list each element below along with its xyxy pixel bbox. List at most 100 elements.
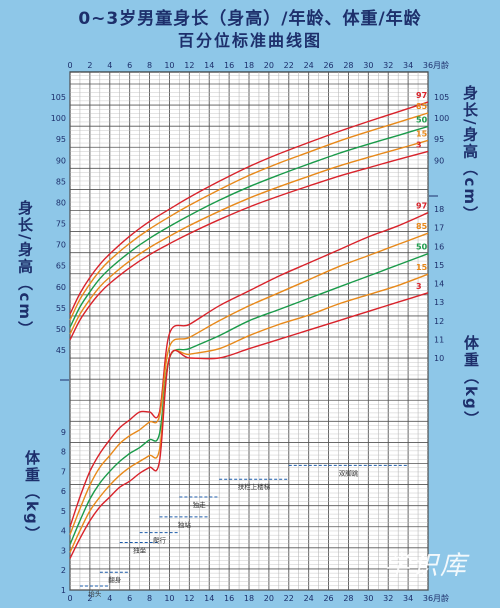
x-tick-label-top: 8 bbox=[147, 61, 152, 70]
left-height-axis-label: 身长/身高（cm） bbox=[16, 200, 34, 338]
height-tick-left: 70 bbox=[56, 241, 66, 250]
x-tick-label-top: 24 bbox=[304, 61, 314, 70]
height-curve-p15 bbox=[69, 139, 429, 335]
weight-tick-right: 11 bbox=[434, 335, 444, 344]
weight-tick-left: 8 bbox=[61, 448, 66, 457]
x-tick-label-top: 12 bbox=[184, 61, 194, 70]
x-tick-label-bottom: 16 bbox=[224, 594, 234, 603]
weight-tick-right: 18 bbox=[434, 205, 444, 214]
height-tick-right: 100 bbox=[434, 114, 449, 123]
milestone-label: 独站 bbox=[178, 520, 192, 529]
x-tick-label-top: 16 bbox=[224, 61, 234, 70]
x-tick-label-top: 2 bbox=[87, 61, 92, 70]
height-tick-left: 50 bbox=[56, 325, 66, 334]
weight-tick-right: 10 bbox=[434, 354, 444, 363]
x-tick-label-bottom: 36 bbox=[423, 594, 433, 603]
height-curve-p50 bbox=[69, 125, 429, 328]
height-tick-left: 85 bbox=[56, 177, 66, 186]
height-tick-left: 105 bbox=[51, 93, 66, 102]
height-tick-left: 45 bbox=[56, 346, 66, 355]
weight-tick-right: 16 bbox=[434, 242, 444, 251]
weight-curve-p85 bbox=[69, 232, 429, 535]
x-tick-label-bottom: 34 bbox=[403, 594, 413, 603]
x-tick-label-bottom: 30 bbox=[363, 594, 373, 603]
height-curve-p3 bbox=[69, 150, 429, 341]
x-tick-label-bottom: 22 bbox=[284, 594, 294, 603]
height-series-label: 50 bbox=[416, 116, 428, 125]
weight-tick-left: 1 bbox=[61, 586, 66, 595]
right-height-axis-label: 身长/身高（cm） bbox=[461, 85, 479, 223]
x-tick-label-top: 0 bbox=[67, 61, 72, 70]
x-tick-label-top: 28 bbox=[343, 61, 353, 70]
x-tick-label-bottom: 32 bbox=[383, 594, 393, 603]
height-series-label: 97 bbox=[416, 91, 427, 100]
x-tick-label-top: 30 bbox=[363, 61, 373, 70]
milestone-label: 抬头 bbox=[88, 589, 102, 598]
height-tick-right: 90 bbox=[434, 156, 444, 165]
weight-tick-right: 13 bbox=[434, 298, 444, 307]
x-tick-label-bottom: 24 bbox=[304, 594, 314, 603]
chart-grid bbox=[69, 71, 429, 591]
x-tick-label-top: 26 bbox=[323, 61, 333, 70]
milestone-label: 独走 bbox=[193, 500, 207, 509]
weight-tick-left: 2 bbox=[61, 566, 66, 575]
x-tick-label-top: 14 bbox=[204, 61, 214, 70]
chart-series-labels: 97 85 50 15 3 97 85 50 15 3 bbox=[416, 91, 428, 291]
milestone-label: 独坐 bbox=[133, 546, 147, 555]
x-tick-label-top: 6 bbox=[127, 61, 132, 70]
milestone-label: 爬行 bbox=[153, 536, 167, 545]
weight-series-label: 3 bbox=[416, 282, 422, 291]
weight-tick-left: 5 bbox=[61, 507, 66, 516]
right-weight-axis-label: 体重（kg） bbox=[462, 335, 480, 428]
x-tick-label-bottom: 28 bbox=[343, 594, 353, 603]
x-tick-label-top: 22 bbox=[284, 61, 294, 70]
x-unit-bottom: 月龄 bbox=[433, 593, 449, 603]
height-tick-left: 75 bbox=[56, 220, 66, 229]
weight-curve-p3 bbox=[69, 292, 429, 559]
chart-title-line1: 0~3岁男童身长（身高）/年龄、体重/年龄 bbox=[78, 9, 422, 29]
weight-tick-right: 15 bbox=[434, 261, 444, 270]
x-tick-label-bottom: 26 bbox=[323, 594, 333, 603]
weight-tick-left: 3 bbox=[61, 546, 66, 555]
chart-curves bbox=[69, 101, 429, 559]
weight-tick-left: 7 bbox=[61, 467, 66, 476]
height-series-label: 3 bbox=[416, 140, 422, 149]
weight-tick-right: 14 bbox=[434, 280, 444, 289]
weight-curve-p97 bbox=[69, 212, 429, 527]
weight-series-label: 97 bbox=[416, 202, 427, 211]
x-tick-label-bottom: 6 bbox=[127, 594, 132, 603]
weight-tick-right: 12 bbox=[434, 317, 444, 326]
height-tick-left: 60 bbox=[56, 283, 66, 292]
x-tick-label-bottom: 4 bbox=[107, 594, 112, 603]
height-tick-right: 95 bbox=[434, 135, 444, 144]
height-tick-left: 55 bbox=[56, 304, 66, 313]
left-weight-axis-label: 体重（kg） bbox=[23, 450, 41, 543]
x-tick-label-top: 34 bbox=[403, 61, 413, 70]
x-tick-label-bottom: 0 bbox=[67, 594, 72, 603]
x-tick-label-bottom: 18 bbox=[244, 594, 254, 603]
height-tick-left: 80 bbox=[56, 198, 66, 207]
weight-tick-left: 4 bbox=[61, 527, 66, 536]
height-tick-left: 100 bbox=[51, 114, 66, 123]
weight-tick-left: 9 bbox=[61, 428, 66, 437]
height-tick-left: 95 bbox=[56, 135, 66, 144]
x-unit-top: 月龄 bbox=[433, 60, 449, 70]
x-tick-label-top: 10 bbox=[164, 61, 174, 70]
x-tick-label-bottom: 10 bbox=[164, 594, 174, 603]
milestone-label: 翻身 bbox=[108, 575, 122, 584]
x-tick-label-bottom: 8 bbox=[147, 594, 152, 603]
height-tick-left: 90 bbox=[56, 156, 66, 165]
x-tick-label-bottom: 2 bbox=[87, 594, 92, 603]
milestone-label: 双脚跳 bbox=[339, 468, 359, 477]
x-tick-label-top: 18 bbox=[244, 61, 254, 70]
x-tick-label-top: 36 bbox=[423, 61, 433, 70]
x-tick-label-top: 32 bbox=[383, 61, 393, 70]
height-tick-right: 105 bbox=[434, 93, 449, 102]
x-tick-label-bottom: 20 bbox=[264, 594, 274, 603]
height-curve-p85 bbox=[69, 112, 429, 321]
x-tick-label-top: 20 bbox=[264, 61, 274, 70]
watermark: 学识库 bbox=[383, 551, 468, 581]
weight-series-label: 85 bbox=[416, 222, 428, 231]
